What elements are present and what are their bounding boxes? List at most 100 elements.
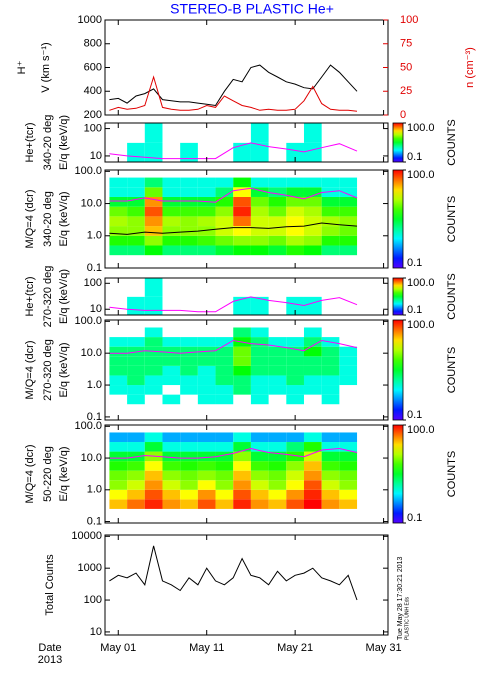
y2-label: n (cm⁻³) — [464, 47, 476, 88]
heatmap-cell — [233, 461, 251, 471]
heatmap-cell — [303, 365, 322, 376]
heatmap-cell — [250, 394, 269, 405]
y-tick-label: 10.0 — [81, 197, 102, 209]
heatmap-cell — [127, 461, 145, 471]
heatmap-cell — [268, 442, 287, 452]
heatmap-cell — [162, 226, 181, 236]
heatmap-cell — [144, 356, 163, 366]
heatmap-cell — [303, 442, 322, 452]
heatmap-cell — [303, 187, 322, 197]
heatmap-cell — [233, 489, 251, 500]
heatmap-cell — [127, 499, 145, 509]
heatmap-cell — [215, 375, 234, 386]
heatmap-cell — [162, 346, 181, 357]
heatmap-cell — [180, 356, 198, 366]
heatmap-cell — [233, 245, 251, 256]
heatmap-cell — [268, 499, 287, 509]
heatmap-cell — [109, 206, 128, 217]
y-label: E/q (keV/q) — [58, 342, 70, 397]
heatmap-cell — [250, 480, 269, 490]
heatmap-cell — [321, 226, 340, 236]
heatmap-cell — [233, 196, 251, 207]
heatmap-cell — [180, 196, 198, 207]
heatmap-cell — [321, 196, 340, 207]
heatmap-cell — [233, 365, 251, 376]
heatmap-cell — [215, 432, 234, 443]
heatmap-cell — [197, 385, 216, 395]
heatmap-cell — [162, 461, 181, 471]
heatmap-cell — [233, 480, 251, 490]
heatmap-cell — [339, 499, 358, 509]
heatmap-cell — [233, 327, 251, 338]
heatmap-cell — [197, 206, 216, 217]
heatmap-cell — [233, 142, 251, 162]
heatmap-cell — [109, 245, 128, 256]
y-label: He+(tcr) — [24, 276, 36, 316]
heatmap-cell — [339, 480, 358, 490]
y-label: M/Q=4 (dcr) — [24, 190, 36, 249]
heatmap-cell — [215, 489, 234, 500]
heatmap-cell — [127, 296, 145, 315]
heatmap-cell — [339, 346, 358, 357]
heatmap-cell — [321, 375, 340, 386]
heatmap-cell — [109, 499, 128, 509]
heatmap-cell — [339, 206, 358, 217]
heatmap-cell — [144, 470, 163, 481]
heatmap-cell — [162, 489, 181, 500]
heatmap-cell — [321, 235, 340, 246]
heatmap-cell — [286, 337, 304, 347]
heatmap-cell — [215, 206, 234, 217]
y-tick-label: 10 — [90, 303, 102, 315]
heatmap-cell — [180, 499, 198, 509]
y2-tick-label: 75 — [400, 38, 412, 50]
y-tick-label: 10 — [90, 150, 102, 162]
heatmap-cell — [286, 356, 304, 366]
heatmap-cell — [109, 489, 128, 500]
heatmap-cell — [144, 365, 163, 376]
heatmap-cell — [197, 470, 216, 481]
data-line — [109, 447, 358, 459]
heatmap-cell — [339, 489, 358, 500]
heatmap-cell — [303, 327, 322, 338]
heatmap-cell — [303, 385, 322, 395]
heatmap-cell — [109, 470, 128, 481]
heatmap-cell — [144, 226, 163, 236]
heatmap-cell — [233, 346, 251, 357]
heatmap-cell — [144, 499, 163, 509]
y-tick-label: 200 — [84, 109, 102, 121]
y-label: M/Q=4 (dcr) — [24, 341, 36, 400]
heatmap-cell — [268, 235, 287, 246]
heatmap-cell — [197, 337, 216, 347]
heatmap-cell — [339, 245, 358, 256]
heatmap-cell — [162, 216, 181, 227]
heatmap-cell — [268, 375, 287, 386]
heatmap-cell — [286, 432, 304, 443]
y-tick-label: 10000 — [71, 530, 102, 542]
y-tick-label: 100 — [84, 594, 102, 606]
heatmap-cell — [144, 461, 163, 471]
heatmap-cell — [162, 499, 181, 509]
heatmap-cell — [268, 385, 287, 395]
colorbar-tick-label: 100.0 — [407, 277, 435, 289]
heatmap-cell — [197, 461, 216, 471]
heatmap-cell — [286, 206, 304, 217]
panel-frame — [104, 122, 389, 163]
colorbar — [392, 122, 404, 163]
y-label: 50-220 deg — [42, 446, 54, 502]
heatmap-cell — [339, 470, 358, 481]
heatmap-cell — [268, 216, 287, 227]
heatmap-cell — [303, 461, 322, 471]
heatmap-cell — [268, 337, 287, 347]
heatmap-cell — [250, 499, 269, 509]
heatmap-cell — [144, 142, 163, 162]
heatmap-cell — [180, 480, 198, 490]
heatmap-cell — [109, 356, 128, 366]
colorbar — [392, 424, 404, 524]
heatmap-cell — [162, 337, 181, 347]
heatmap-cell — [109, 216, 128, 227]
heatmap-cell — [303, 337, 322, 347]
heatmap-cell — [109, 337, 128, 347]
heatmap-cell — [180, 385, 198, 395]
heatmap-cell — [109, 385, 128, 395]
heatmap-cell — [127, 235, 145, 246]
